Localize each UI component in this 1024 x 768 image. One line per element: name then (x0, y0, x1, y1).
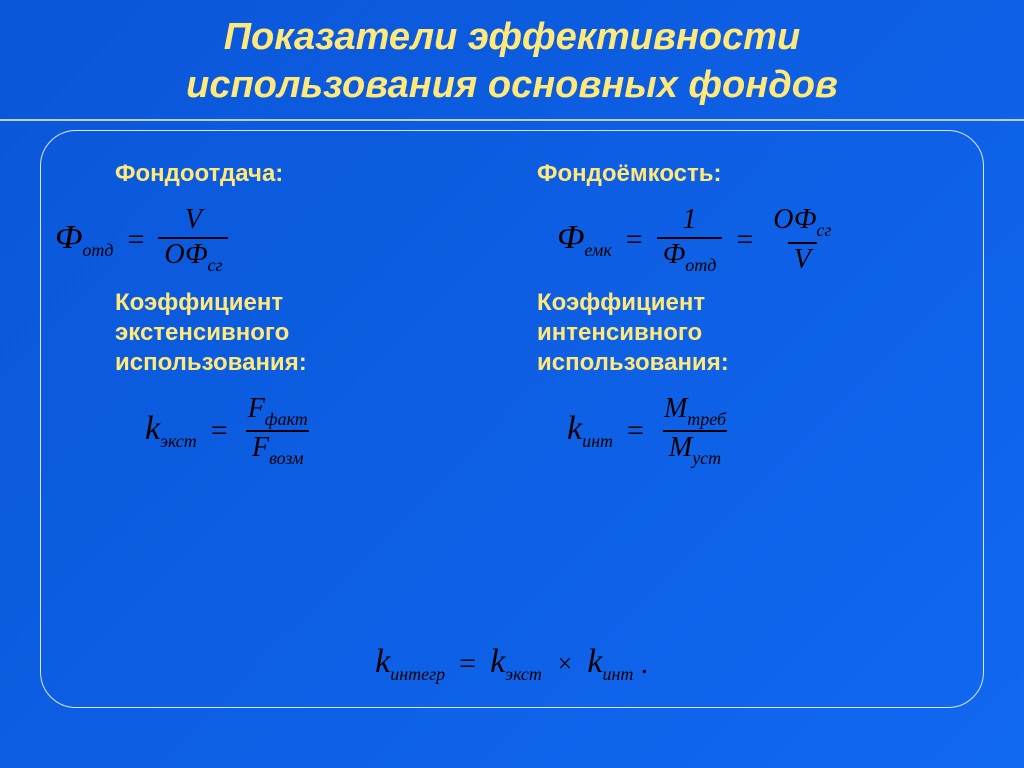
label-fondoemkost: Фондоёмкость: (517, 159, 949, 189)
title-line-1: Показатели эффективности (224, 16, 801, 58)
label-fondootdacha: Фондоотдача: (75, 159, 507, 189)
formula-k-integr: kинтегр = kэкст × kинт . (375, 643, 649, 685)
title-line-2: использования основных фондов (186, 64, 838, 106)
formula-k-integr-wrap: kинтегр = kэкст × kинт . (41, 643, 983, 685)
label-k-ext: Коэффициент экстенсивного использования: (75, 288, 507, 378)
formula-fondootdacha: Фотд = V ОФсг (55, 205, 507, 276)
label-k-int: Коэффициент интенсивного использования: (517, 288, 949, 378)
formula-fondoemkost: Фемк = 1 Фотд = ОФсг V (557, 205, 949, 276)
slide-title: Показатели эффективности использования о… (0, 0, 1024, 121)
formula-k-ext: kэкст = Fфакт Fвозм (145, 394, 507, 470)
formula-k-int: kинт = Mтреб Mуст (567, 394, 949, 470)
content-frame: Фондоотдача: Фондоёмкость: Фотд = V ОФсг… (40, 130, 984, 708)
